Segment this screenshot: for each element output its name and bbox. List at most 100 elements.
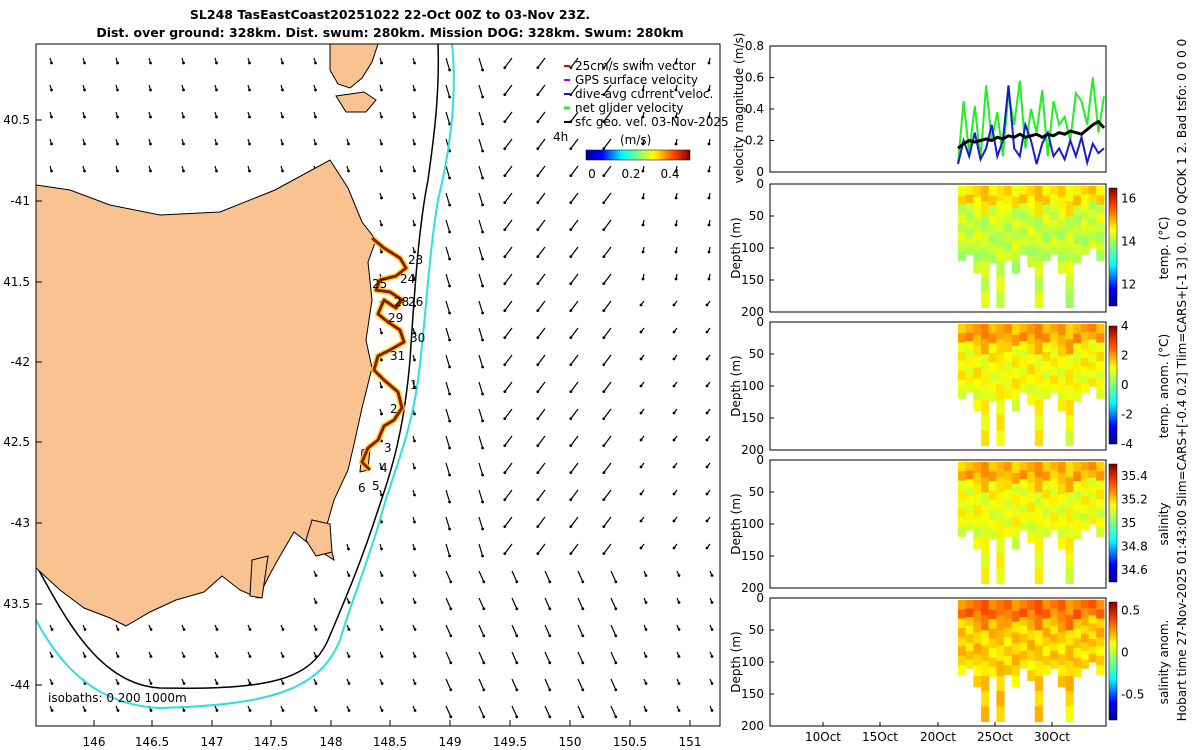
section-cell <box>1027 256 1036 268</box>
lat-tick-label: 43.5 <box>3 597 30 611</box>
bruny-island <box>249 555 269 599</box>
section-cell <box>1019 203 1028 213</box>
section-cell <box>1096 646 1105 657</box>
current-arrow-head <box>581 688 585 692</box>
current-arrow <box>504 462 513 473</box>
section-cell <box>1073 471 1082 482</box>
current-arrow-head <box>710 709 714 712</box>
current-arrow-head <box>281 115 284 119</box>
section-cell <box>1011 378 1020 390</box>
current-arrow <box>504 111 513 122</box>
current-arrow <box>537 408 546 419</box>
isobath-200m <box>36 44 440 689</box>
current-arrow-head <box>641 169 645 173</box>
section-cell <box>965 237 974 247</box>
current-arrow <box>570 219 579 230</box>
current-arrow-head <box>413 493 416 497</box>
section-cell <box>996 553 1005 569</box>
current-arrow-head <box>448 419 451 423</box>
section-cell <box>958 609 967 620</box>
section-cell <box>973 516 982 528</box>
current-arrow-head <box>536 66 540 69</box>
section-cell <box>981 201 990 217</box>
current-arrow <box>544 651 551 664</box>
section-cell <box>996 399 1005 416</box>
section-cell <box>988 343 997 354</box>
current-arrow-head <box>503 417 507 420</box>
current-arrow-head <box>602 498 606 501</box>
colorbar-tick: 0 <box>1121 378 1129 392</box>
section-cell <box>1080 659 1090 669</box>
section-cell <box>958 232 967 243</box>
section-cell <box>973 251 982 263</box>
current-arrow-head <box>536 120 540 123</box>
section-cell <box>958 204 967 215</box>
lon-tick-label: 151 <box>679 735 702 749</box>
section-cell <box>1057 240 1067 252</box>
current-arrow-head <box>639 465 643 469</box>
track-day-label: 4 <box>380 461 388 475</box>
section-cell <box>996 645 1005 662</box>
section-cell <box>1019 659 1028 669</box>
current-arrow-head <box>602 363 606 366</box>
section-cell <box>988 638 997 649</box>
section-cell <box>1011 186 1020 198</box>
current-arrow <box>504 489 513 500</box>
section-cell <box>1042 646 1051 657</box>
section-cell <box>1034 216 1043 233</box>
lat-tick-label: 42.5 <box>3 435 30 449</box>
section-cell <box>1011 654 1020 666</box>
section-cell <box>1096 609 1105 620</box>
current-arrow-head <box>710 601 714 604</box>
section-cell <box>981 660 990 677</box>
depth-tick: 150 <box>741 549 764 563</box>
current-arrow-head <box>707 169 711 173</box>
track-day-label: 3 <box>384 441 392 455</box>
velocity-ytick: 0.4 <box>745 102 764 116</box>
section-cell <box>1027 374 1036 385</box>
current-arrow-head <box>536 471 540 474</box>
lat-tick-label: 41.5 <box>3 275 30 289</box>
section-cell <box>1004 342 1013 353</box>
section-cell <box>1065 354 1074 371</box>
current-arrow-head <box>448 257 451 261</box>
section-cell <box>1057 324 1067 336</box>
current-arrow-head <box>413 574 417 577</box>
section-cell <box>1088 477 1097 486</box>
section-cell <box>1080 521 1090 531</box>
section-cell <box>1034 324 1043 340</box>
current-arrow <box>603 435 612 446</box>
tasman-peninsula <box>305 519 333 557</box>
section-cell <box>1011 345 1020 357</box>
section-cell <box>1073 481 1082 492</box>
current-arrow <box>537 516 546 527</box>
section-cell <box>973 324 982 336</box>
section-cell <box>1004 618 1013 629</box>
current-arrow-head <box>116 709 120 712</box>
section-cell <box>965 375 974 385</box>
current-arrow <box>537 327 546 338</box>
current-arrow <box>478 273 484 287</box>
depth-ylabel: Depth (m) <box>729 493 743 554</box>
current-arrow-head <box>641 61 645 65</box>
section-cell <box>1050 324 1059 333</box>
section-cell <box>1011 389 1020 401</box>
section-cell <box>981 477 990 493</box>
section-cell <box>1080 462 1090 471</box>
current-arrow-head <box>448 527 451 531</box>
current-arrow-head <box>672 438 676 442</box>
current-arrow-head <box>707 277 711 281</box>
current-arrow-head <box>639 492 643 496</box>
current-arrow-head <box>503 363 507 366</box>
section-cell <box>1011 399 1020 412</box>
section-cell <box>1034 186 1043 202</box>
section-cell <box>1080 332 1090 342</box>
current-arrow-head <box>448 554 451 558</box>
section-cell <box>981 568 990 584</box>
current-arrow <box>478 597 485 610</box>
current-arrow-head <box>413 61 416 65</box>
section-cell <box>981 630 990 647</box>
section-cell <box>1073 362 1082 373</box>
current-arrow <box>478 705 485 718</box>
section-cell <box>958 527 967 537</box>
